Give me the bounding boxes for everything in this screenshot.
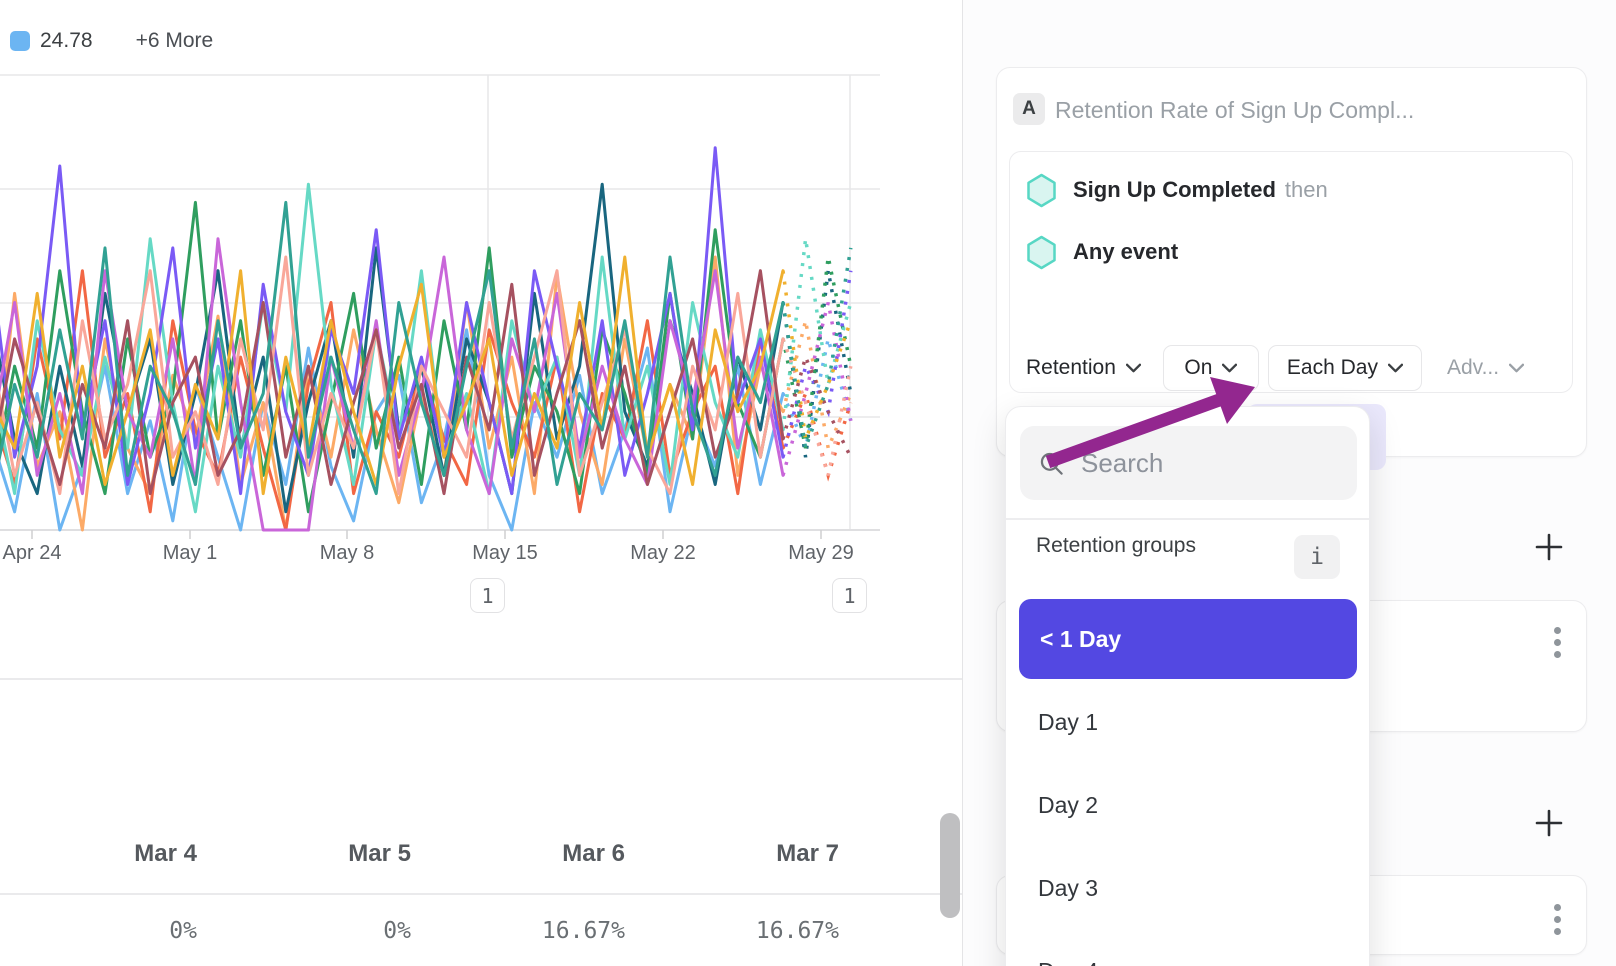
on-dropdown-button[interactable]: On (1162, 345, 1259, 391)
event-name: Sign Up Completed (1073, 177, 1276, 202)
event-suffix: then (1284, 177, 1328, 202)
dropdown-item-day-4[interactable]: Day 4 (1006, 931, 1369, 966)
kebab-menu-icon[interactable] (1548, 898, 1567, 941)
chevron-down-icon (1222, 363, 1238, 373)
event-row-any-event[interactable]: Any event (1026, 234, 1178, 270)
retention-mode-dropdown[interactable]: Retention (1026, 356, 1141, 380)
kebab-menu-icon[interactable] (1548, 621, 1567, 664)
each-day-dropdown-button[interactable]: Each Day (1267, 345, 1422, 391)
plus-icon (1535, 533, 1563, 561)
x-axis-tick-label: May 8 (319, 542, 375, 564)
dropdown-item-1-day[interactable]: < 1 Day (1019, 599, 1357, 679)
chevron-down-icon (1125, 363, 1141, 373)
table-header-cell: Mar 7 (776, 840, 839, 867)
section-divider (0, 678, 962, 680)
event-name: Any event (1073, 239, 1179, 264)
chart-page-badge-1[interactable]: 1 (470, 578, 505, 613)
table-header-cell: Mar 4 (134, 840, 197, 867)
legend-series-label[interactable]: 24.78 (40, 29, 93, 52)
dropdown-section-label: Retention groups (1036, 534, 1196, 557)
events-card: Sign Up Completed then Any event Retenti… (1009, 151, 1573, 393)
event-hexagon-icon (1027, 173, 1056, 207)
dropdown-item-day-3[interactable]: Day 3 (1038, 874, 1099, 901)
advanced-dropdown[interactable]: Adv... (1447, 356, 1525, 380)
metric-card-a: A Retention Rate of Sign Up Compl... Sig… (996, 67, 1587, 470)
vertical-scrollbar-thumb[interactable] (940, 813, 960, 918)
table-value-cell: 0% (169, 918, 197, 944)
dropdown-item-day-1[interactable]: Day 1 (1038, 708, 1099, 735)
table-value-cell: 16.67% (541, 918, 625, 944)
add-section-button-2[interactable] (1532, 806, 1566, 840)
chart-page-badge-2[interactable]: 1 (832, 578, 867, 613)
metric-badge: A (1013, 93, 1045, 125)
panel-divider (962, 0, 964, 966)
table-header-cell: Mar 5 (348, 840, 411, 867)
legend-swatch[interactable] (10, 31, 30, 51)
x-axis-tick-label: May 1 (162, 542, 218, 564)
chevron-down-icon (1509, 363, 1525, 373)
x-axis-tick-label: Apr 24 (2, 542, 62, 564)
retention-line-chart (0, 74, 880, 539)
x-axis-tick-label: May 15 (472, 542, 538, 564)
table-value-cell: 0% (383, 918, 411, 944)
x-axis-tick-label: May 22 (630, 542, 696, 564)
search-icon (1040, 452, 1063, 475)
plus-icon (1535, 809, 1563, 837)
event-hexagon-icon (1027, 235, 1056, 269)
legend-more-label[interactable]: +6 More (135, 29, 214, 52)
x-axis-tick-label: May 29 (788, 542, 854, 564)
table-header-divider (0, 893, 962, 895)
dropdown-divider (1006, 518, 1369, 520)
table-header-cell: Mar 6 (562, 840, 625, 867)
search-input[interactable] (1081, 447, 1339, 479)
metric-card-title[interactable]: Retention Rate of Sign Up Compl... (1055, 97, 1415, 123)
chevron-down-icon (1387, 363, 1403, 373)
table-value-cell: 16.67% (755, 918, 839, 944)
info-icon[interactable]: i (1294, 535, 1340, 579)
chart-legend: 24.78 +6 More (10, 28, 213, 54)
dropdown-item-day-2[interactable]: Day 2 (1038, 791, 1099, 818)
add-section-button-1[interactable] (1532, 530, 1566, 564)
retention-group-dropdown-menu: Retention groups i < 1 Day Day 1 Day 2 Day … (1005, 406, 1370, 966)
search-field[interactable] (1020, 426, 1357, 500)
retention-controls-row: Retention On Each Day Adv... (1026, 345, 1525, 391)
event-row-signup[interactable]: Sign Up Completed then (1026, 172, 1328, 208)
